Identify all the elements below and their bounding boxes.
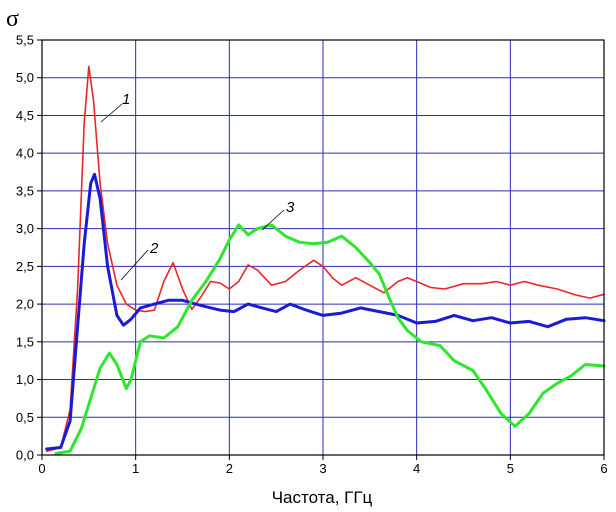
- y-axis-title: σ: [6, 6, 19, 32]
- y-tick-label: 5,5: [16, 33, 34, 48]
- y-tick-label: 1,0: [16, 372, 34, 387]
- x-axis: 0 1 2 3 4 5 6: [38, 455, 608, 476]
- annotation-leader-1: [100, 103, 123, 123]
- curve-annotations: 1 2 3: [100, 91, 295, 281]
- y-tick-label: 2,0: [16, 297, 34, 312]
- y-tick-label: 1,5: [16, 334, 34, 349]
- series-line-2: [45, 172, 606, 451]
- annotation-leader-2: [120, 249, 149, 281]
- x-tick-label: 6: [600, 461, 607, 476]
- y-tick-label: 0,0: [16, 448, 34, 463]
- x-axis-title: Частота, ГГц: [272, 488, 373, 507]
- x-tick-label: 5: [507, 461, 514, 476]
- series-line-3: [54, 223, 606, 455]
- x-tick-label: 0: [38, 461, 45, 476]
- x-tick-label: 1: [132, 461, 139, 476]
- y-tick-label: 5,0: [16, 70, 34, 85]
- x-tick-label: 3: [319, 461, 326, 476]
- y-tick-label: 3,0: [16, 221, 34, 236]
- grid: [42, 40, 604, 455]
- y-tick-label: 0,5: [16, 410, 34, 425]
- y-tick-label: 3,5: [16, 183, 34, 198]
- annotation-label-3: 3: [286, 199, 295, 216]
- y-tick-label: 4,5: [16, 108, 34, 123]
- y-tick-label: 4,0: [16, 146, 34, 161]
- x-tick-label: 2: [226, 461, 233, 476]
- annotation-label-2: 2: [149, 240, 159, 257]
- series-layer: [45, 65, 606, 455]
- annotation-leader-3: [261, 209, 285, 231]
- series-line-1: [45, 65, 605, 452]
- x-tick-label: 4: [413, 461, 420, 476]
- y-axis: 0,0 0,5 1,0 1,5 2,0 2,5 3,0 3,5 4,0 4,5 5,0 5,5: [16, 33, 42, 463]
- y-tick-label: 2,5: [16, 259, 34, 274]
- annotation-label-1: 1: [122, 91, 130, 108]
